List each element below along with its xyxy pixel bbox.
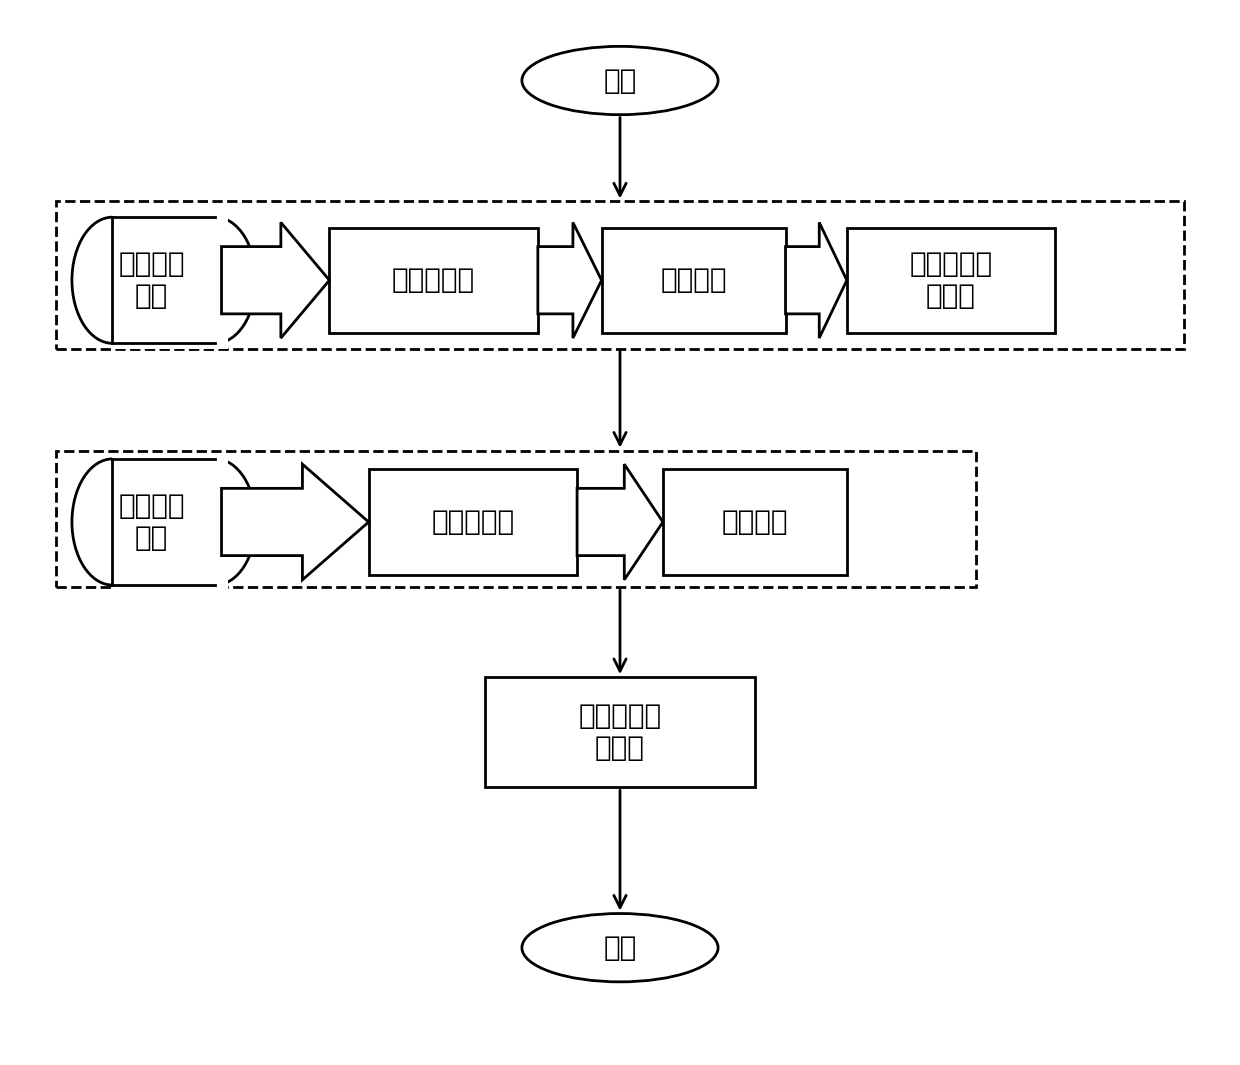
Polygon shape — [222, 464, 368, 579]
Bar — [330, 228, 538, 332]
Bar — [113, 217, 216, 343]
Ellipse shape — [175, 459, 255, 585]
Ellipse shape — [522, 47, 718, 115]
Text: 交通状态等
级判别: 交通状态等 级判别 — [578, 702, 662, 763]
Text: 现有卡口
数据: 现有卡口 数据 — [119, 492, 185, 552]
Bar — [601, 228, 785, 332]
Ellipse shape — [175, 217, 255, 343]
Text: 数据预处理: 数据预处理 — [392, 266, 475, 294]
Polygon shape — [222, 223, 330, 338]
Ellipse shape — [72, 459, 153, 585]
Bar — [847, 228, 1055, 332]
Bar — [485, 677, 755, 787]
Polygon shape — [577, 464, 663, 579]
Bar — [113, 212, 228, 348]
Bar — [368, 470, 577, 574]
Text: 结束: 结束 — [604, 934, 636, 962]
Ellipse shape — [72, 217, 153, 343]
Text: 参数计算: 参数计算 — [722, 508, 789, 536]
Ellipse shape — [522, 914, 718, 982]
Bar — [56, 201, 1184, 348]
Polygon shape — [538, 223, 601, 338]
Text: 历史卡口
数据: 历史卡口 数据 — [119, 250, 185, 310]
Bar — [56, 450, 976, 587]
Text: 开始: 开始 — [604, 66, 636, 95]
Bar — [113, 459, 216, 585]
Text: 交通状态等
级划分: 交通状态等 级划分 — [909, 250, 992, 310]
Text: 数据预处理: 数据预处理 — [432, 508, 515, 536]
Bar — [663, 470, 847, 574]
Bar — [113, 454, 228, 590]
Text: 参数计算: 参数计算 — [661, 266, 727, 294]
Polygon shape — [785, 223, 847, 338]
